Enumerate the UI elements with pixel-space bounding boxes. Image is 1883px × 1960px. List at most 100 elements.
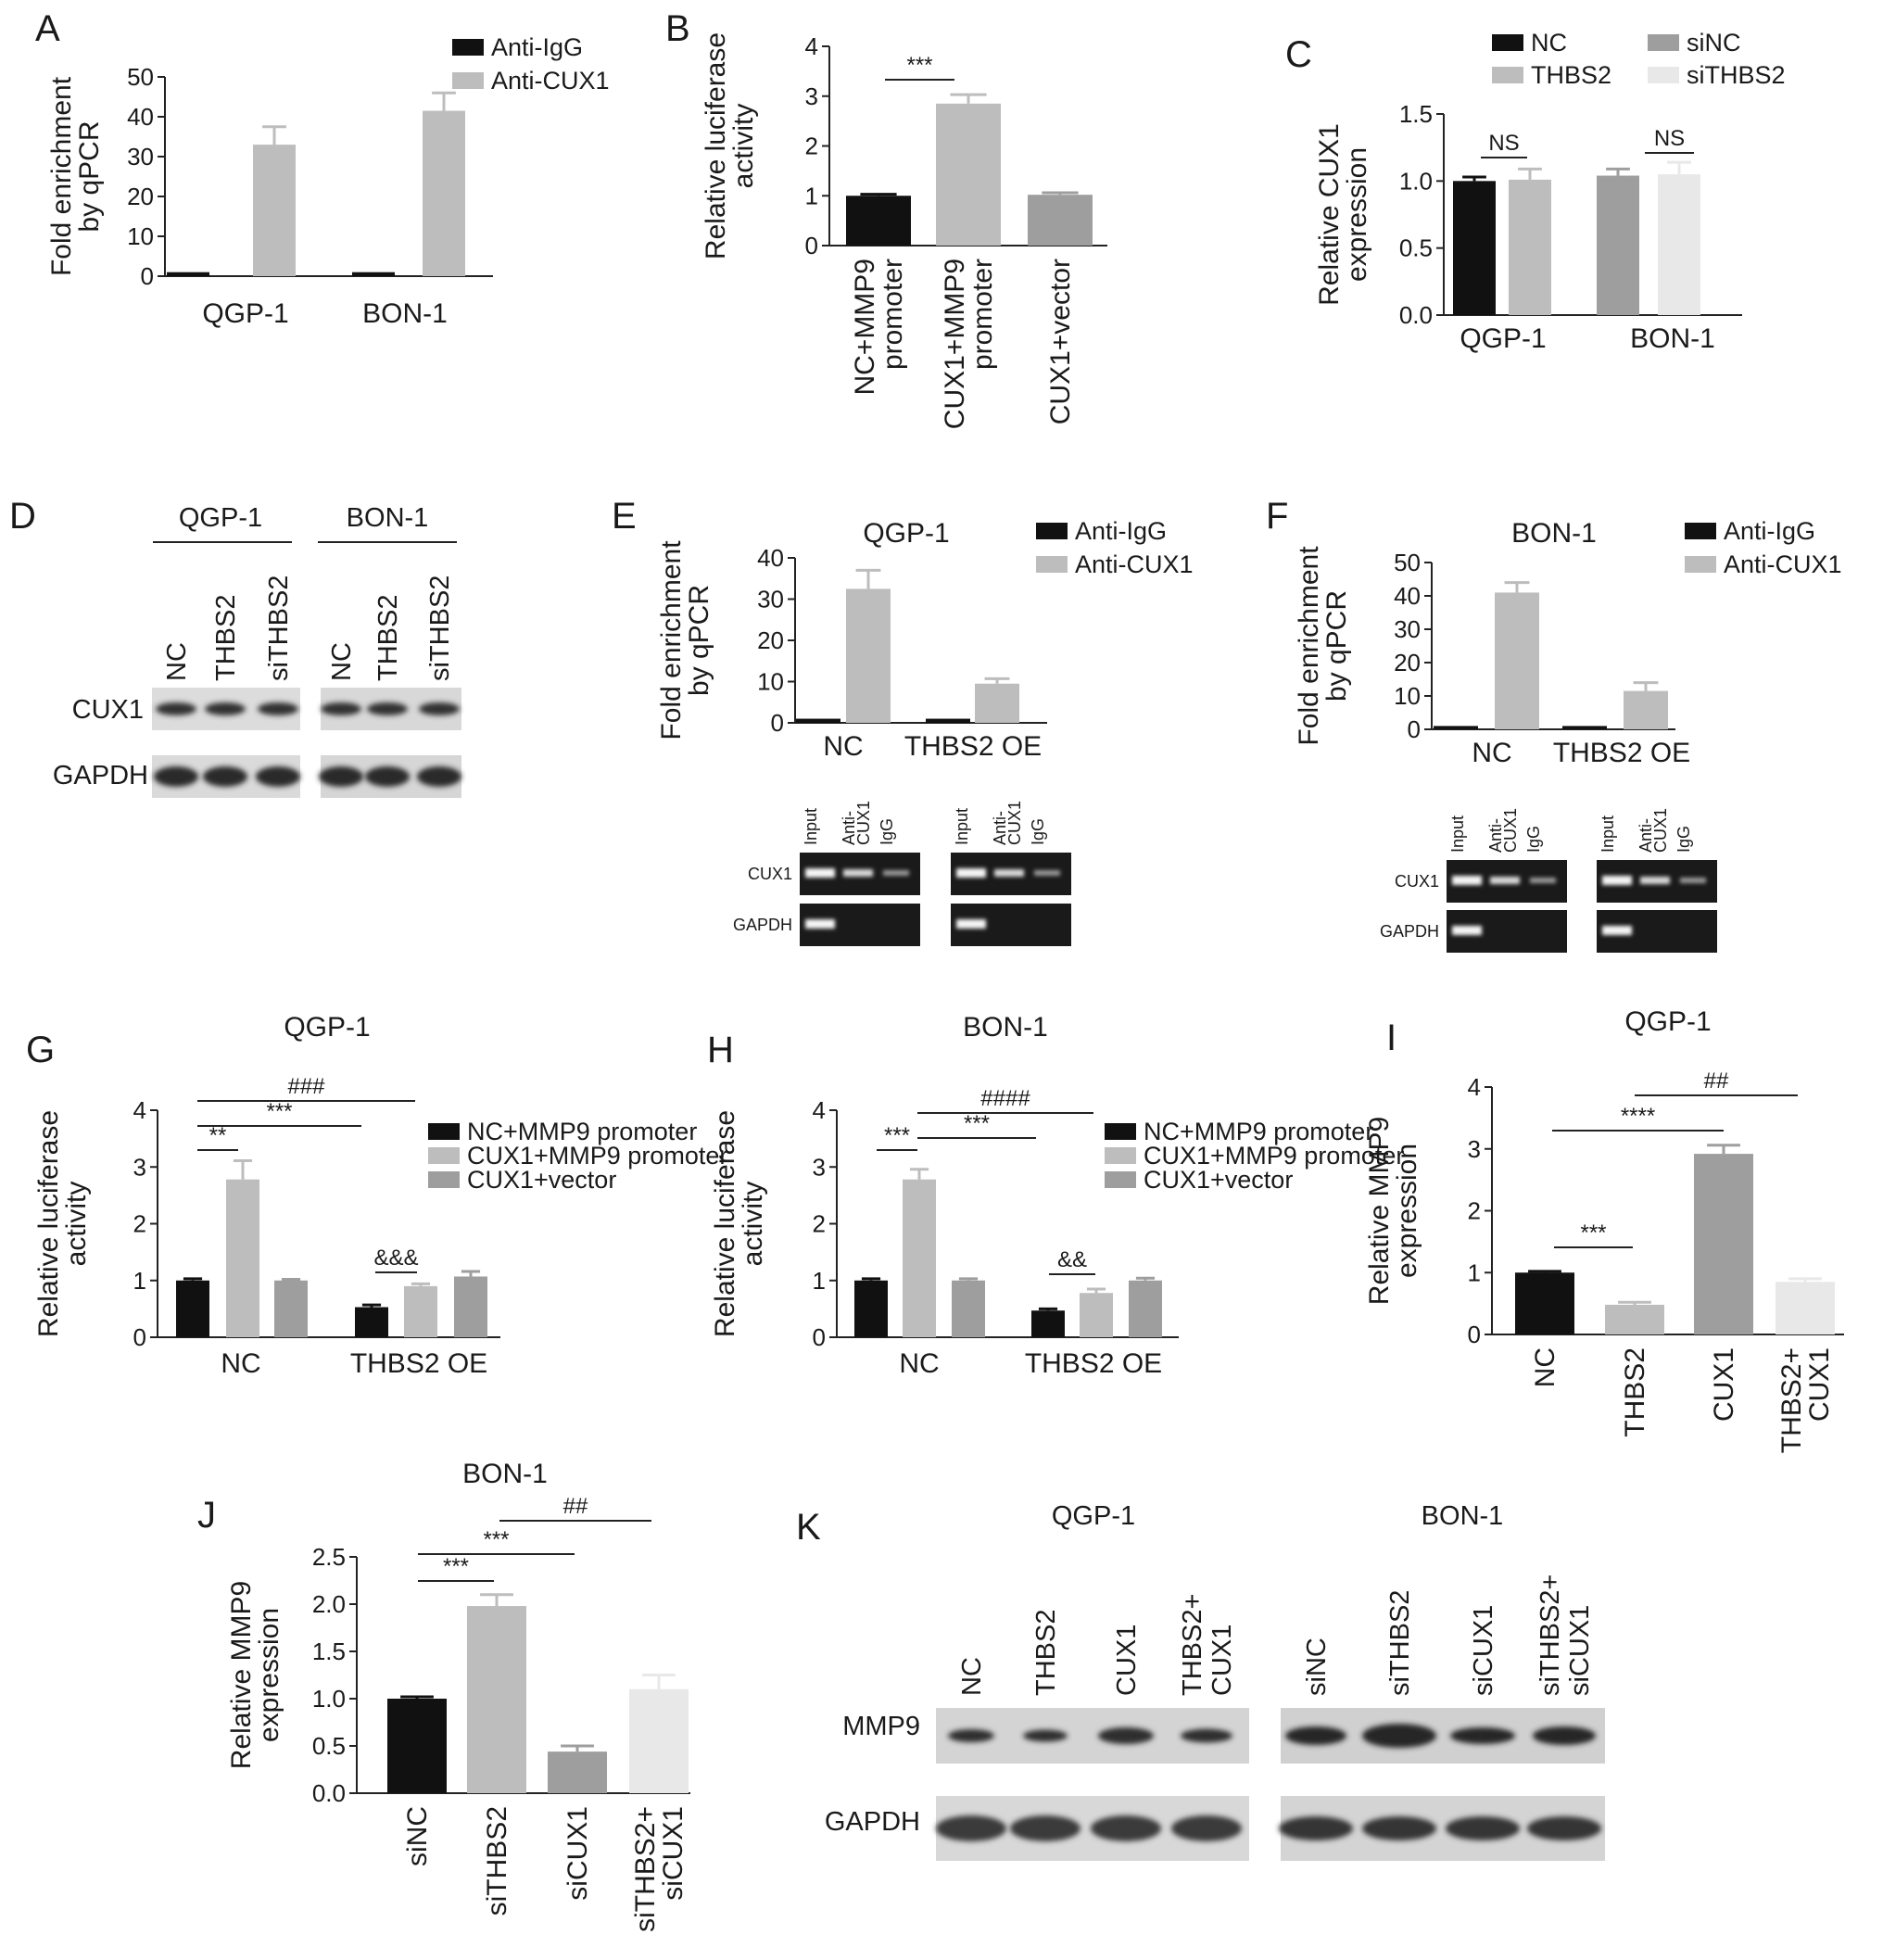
gel-lane-label: IgG [1524, 826, 1543, 853]
legend-label-G: CUX1+vector [467, 1166, 616, 1194]
bar-E [975, 683, 1019, 723]
y-axis-label-B-line: Relative luciferase [701, 32, 731, 259]
blot-row-label: GAPDH [53, 761, 148, 790]
gel-band [843, 869, 873, 877]
bar-H [1080, 1293, 1113, 1337]
blot-lane-label: siTHBS2+ [1535, 1574, 1565, 1696]
y-tick-label-F: 40 [1394, 582, 1421, 610]
legend-swatch-C [1648, 67, 1679, 83]
gel-band [1452, 876, 1482, 885]
blot-band [256, 766, 300, 787]
panel-letter-H: H [707, 1030, 734, 1070]
y-tick-label-E: 40 [757, 544, 784, 572]
y-tick-label-B: 1 [805, 182, 818, 209]
gel-lane-label: IgG [878, 818, 896, 845]
legend-label-H: NC+MMP9 promoter [1144, 1118, 1373, 1145]
category-label-A: BON-1 [362, 298, 448, 329]
legend-swatch-G [428, 1123, 460, 1140]
gel-lane-label: Input [802, 808, 820, 845]
gel-lane-label: Input [1448, 816, 1467, 853]
category-label-line: CUX1+MMP9 [940, 259, 970, 429]
y-axis-label-I-line: expression [1392, 1144, 1422, 1278]
bar-H [854, 1280, 888, 1337]
blot-row-label: GAPDH [733, 916, 792, 934]
bar-I [1694, 1154, 1753, 1334]
y-axis-label-J-line: expression [254, 1608, 284, 1742]
gel-band [956, 868, 986, 878]
y-tick-label-B: 0 [805, 232, 818, 259]
legend-swatch-H [1105, 1123, 1136, 1140]
gel-lane-label: CUX1 [854, 801, 873, 845]
legend-label-E: Anti-IgG [1075, 517, 1167, 545]
y-axis-label-J-line: Relative MMP9 [226, 1581, 257, 1769]
legend-label-C: siTHBS2 [1687, 61, 1786, 89]
blot-lane-label: siTHBS2 [1385, 1590, 1415, 1696]
category-label-line: THBS2 [1620, 1347, 1650, 1437]
gel-lane-label: CUX1 [1005, 801, 1024, 845]
blot-band [1023, 1729, 1068, 1742]
legend-label-A: Anti-IgG [491, 33, 583, 61]
legend-swatch-A [452, 39, 484, 56]
legend-C: NC THBS2 siNC siTHBS2 [1492, 29, 1786, 89]
y-tick-label-F: 50 [1394, 549, 1421, 576]
category-label-line: siNC [402, 1806, 433, 1866]
gel-band [1602, 876, 1632, 885]
chart-title-F: BON-1 [1511, 518, 1597, 549]
category-label-line: siTHBS2 [482, 1806, 512, 1916]
bar-C [1453, 181, 1496, 315]
bar-F [1562, 726, 1607, 729]
chart-title-J: BON-1 [462, 1459, 548, 1489]
y-tick-label-A: 0 [141, 262, 154, 290]
bar-I [1776, 1282, 1835, 1334]
panel-letter-G: G [26, 1030, 55, 1070]
significance-label-G: *** [266, 1099, 292, 1124]
bar-A [352, 272, 395, 276]
blot-band [1279, 1816, 1353, 1840]
legend-E: Anti-IgG Anti-CUX1 [1036, 517, 1194, 578]
bar-C [1509, 179, 1551, 315]
legend-label-C: siNC [1687, 29, 1741, 57]
blot-lane-label: THBS2 [1031, 1610, 1061, 1696]
legend-swatch-F [1685, 556, 1716, 573]
y-tick-label-I: 4 [1468, 1073, 1481, 1101]
blot-lane-label: NC [162, 642, 192, 681]
blot-band [258, 702, 298, 715]
y-axis-label-F-line: by qPCR [1321, 590, 1352, 702]
y-tick-label-E: 10 [757, 668, 784, 696]
category-label-line: siCUX1 [658, 1806, 689, 1901]
bar-C [1597, 175, 1639, 315]
legend-label-E: Anti-CUX1 [1075, 550, 1194, 578]
y-tick-label-F: 10 [1394, 682, 1421, 710]
bar-G [454, 1276, 487, 1337]
blot-lane-label: siNC [1302, 1638, 1332, 1696]
blot-band [154, 766, 198, 787]
gel-lane-label: Anti- [840, 811, 858, 845]
bar-G [404, 1285, 437, 1337]
blot-band [1091, 1815, 1161, 1841]
y-tick-label-E: 0 [771, 709, 784, 737]
blot-lane-label: THBS2 [373, 595, 403, 681]
bar-F [1624, 690, 1668, 729]
gel-band [1490, 877, 1520, 884]
blot-row-label: CUX1 [748, 865, 792, 883]
category-label-line: CUX1 [1709, 1347, 1739, 1422]
significance-label-I: ## [1704, 1069, 1729, 1094]
gel-band [956, 919, 986, 929]
category-label-A: QGP-1 [202, 298, 288, 329]
chart-title-I: QGP-1 [1624, 1006, 1711, 1037]
gel-lane-label: Input [1599, 816, 1617, 853]
blot-lane-label: siCUX1 [1469, 1605, 1498, 1696]
category-label-J: siTHBS2+siCUX1 [630, 1806, 689, 1932]
bar-A [253, 145, 296, 276]
y-tick-label-C: 1.0 [1399, 167, 1433, 195]
